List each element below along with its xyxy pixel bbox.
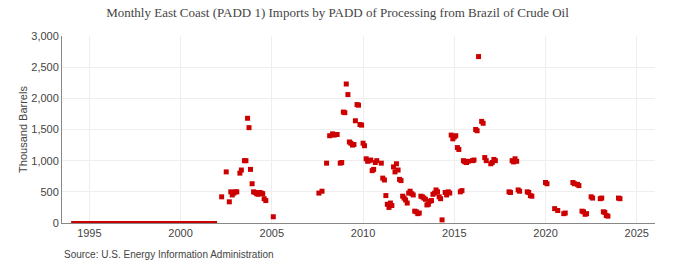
svg-text:3,000: 3,000	[31, 30, 59, 42]
svg-text:1,000: 1,000	[31, 155, 59, 167]
svg-text:2020: 2020	[533, 227, 557, 239]
svg-text:2,000: 2,000	[31, 92, 59, 104]
svg-text:2025: 2025	[625, 227, 649, 239]
svg-text:2015: 2015	[442, 227, 466, 239]
svg-text:0: 0	[53, 217, 59, 229]
svg-text:500: 500	[40, 186, 58, 198]
svg-text:Source: U.S. Energy Informatio: Source: U.S. Energy Information Administ…	[64, 249, 274, 260]
svg-text:Monthly East Coast (PADD 1) Im: Monthly East Coast (PADD 1) Imports by P…	[106, 5, 569, 20]
svg-text:2005: 2005	[260, 227, 284, 239]
svg-text:2000: 2000	[168, 227, 192, 239]
svg-text:1995: 1995	[77, 227, 101, 239]
svg-text:1,500: 1,500	[31, 123, 59, 135]
svg-text:Thousand Barrels: Thousand Barrels	[17, 86, 29, 173]
svg-text:2010: 2010	[351, 227, 375, 239]
svg-text:2,500: 2,500	[31, 61, 59, 73]
